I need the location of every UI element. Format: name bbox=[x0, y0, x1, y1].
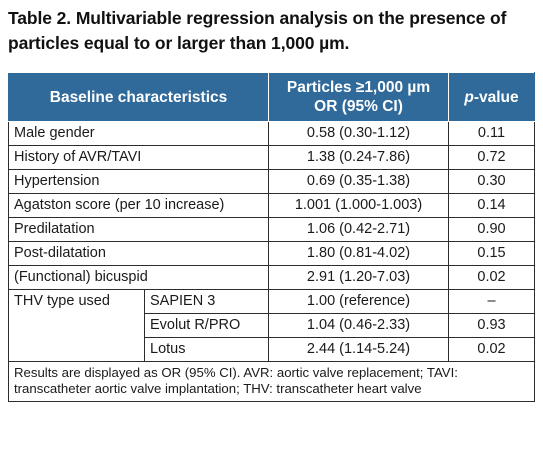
row-or: 0.69 (0.35-1.38) bbox=[268, 169, 449, 194]
row-p: 0.72 bbox=[448, 145, 535, 170]
row-p: – bbox=[448, 289, 535, 314]
header-baseline-characteristics: Baseline characteristics bbox=[8, 72, 269, 122]
table-row: Predilatation 1.06 (0.42-2.71) 0.90 bbox=[8, 217, 535, 242]
row-p: 0.02 bbox=[448, 337, 535, 362]
header-p-rest: -value bbox=[473, 88, 519, 106]
header-or: Particles ≥1,000 µm OR (95% CI) bbox=[268, 72, 449, 122]
row-or: 2.44 (1.14-5.24) bbox=[268, 337, 449, 362]
table-footnote: Results are displayed as OR (95% CI). AV… bbox=[8, 361, 535, 402]
footnote-row: Results are displayed as OR (95% CI). AV… bbox=[8, 361, 535, 402]
header-or-line2: OR (95% CI) bbox=[314, 98, 403, 115]
header-row: Baseline characteristics Particles ≥1,00… bbox=[8, 72, 535, 122]
row-p: 0.90 bbox=[448, 217, 535, 242]
table-row: Hypertension 0.69 (0.35-1.38) 0.30 bbox=[8, 169, 535, 194]
table-row: Male gender 0.58 (0.30-1.12) 0.11 bbox=[8, 121, 535, 146]
row-or: 2.91 (1.20-7.03) bbox=[268, 265, 449, 290]
table-row-thv: THV type used SAPIEN 3 1.00 (reference) … bbox=[8, 289, 535, 362]
table-row: Agatston score (per 10 increase) 1.001 (… bbox=[8, 193, 535, 218]
thv-group-label: THV type used bbox=[8, 289, 145, 362]
table-row-thv: Evolut R/PRO 1.04 (0.46-2.33) 0.93 bbox=[9, 313, 535, 338]
row-label: Male gender bbox=[8, 121, 269, 146]
row-or: 1.04 (0.46-2.33) bbox=[268, 313, 449, 338]
row-or: 1.80 (0.81-4.02) bbox=[268, 241, 449, 266]
table-row: Post-dilatation 1.80 (0.81-4.02) 0.15 bbox=[8, 241, 535, 266]
row-or: 1.06 (0.42-2.71) bbox=[268, 217, 449, 242]
regression-table-container: Baseline characteristics Particles ≥1,00… bbox=[8, 72, 535, 402]
table-row: History of AVR/TAVI 1.38 (0.24-7.86) 0.7… bbox=[8, 145, 535, 170]
row-or: 1.38 (0.24-7.86) bbox=[268, 145, 449, 170]
row-or: 1.001 (1.000-1.003) bbox=[268, 193, 449, 218]
thv-sub-label: Evolut R/PRO bbox=[144, 313, 269, 338]
row-p: 0.02 bbox=[448, 265, 535, 290]
row-label: Agatston score (per 10 increase) bbox=[8, 193, 269, 218]
row-p: 0.30 bbox=[448, 169, 535, 194]
row-label: Hypertension bbox=[8, 169, 269, 194]
row-p: 0.15 bbox=[448, 241, 535, 266]
row-p: 0.11 bbox=[448, 121, 535, 146]
row-label: History of AVR/TAVI bbox=[8, 145, 269, 170]
row-label: Post-dilatation bbox=[8, 241, 269, 266]
thv-sub-label: Lotus bbox=[144, 337, 269, 362]
header-or-line1: Particles ≥1,000 µm bbox=[286, 79, 431, 96]
header-p-value: p-value bbox=[448, 72, 535, 122]
regression-table: Baseline characteristics Particles ≥1,00… bbox=[8, 72, 535, 402]
table-row-thv: Lotus 2.44 (1.14-5.24) 0.02 bbox=[9, 337, 535, 362]
row-or: 0.58 (0.30-1.12) bbox=[268, 121, 449, 146]
header-p-italic: p bbox=[464, 88, 474, 106]
table-row: (Functional) bicuspid 2.91 (1.20-7.03) 0… bbox=[8, 265, 535, 290]
row-label: (Functional) bicuspid bbox=[8, 265, 269, 290]
row-p: 0.14 bbox=[448, 193, 535, 218]
row-label: Predilatation bbox=[8, 217, 269, 242]
thv-sub-label: SAPIEN 3 bbox=[144, 289, 269, 314]
row-p: 0.93 bbox=[448, 313, 535, 338]
table-caption: Table 2. Multivariable regression analys… bbox=[8, 8, 507, 53]
row-or: 1.00 (reference) bbox=[268, 289, 449, 314]
